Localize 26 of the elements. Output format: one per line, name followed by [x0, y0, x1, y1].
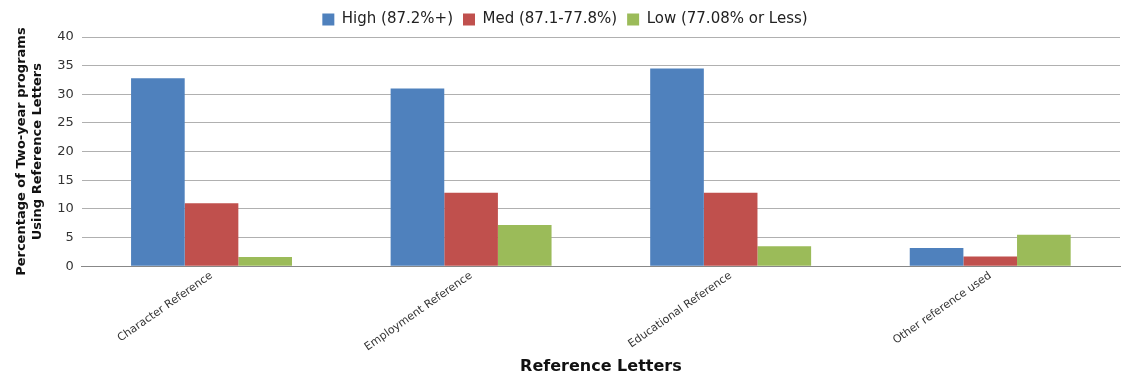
bar — [757, 246, 812, 266]
legend-label: Med (87.1-77.8%) — [482, 9, 618, 28]
bar — [1017, 234, 1071, 266]
legend-label: High (87.2%+) — [341, 9, 454, 28]
bar — [131, 78, 185, 266]
bar — [650, 68, 704, 266]
legend-label: Low (77.08% or Less) — [646, 9, 808, 28]
bar — [909, 247, 964, 266]
bar — [703, 192, 758, 266]
y-tick-label: 20 — [57, 142, 74, 158]
bar — [184, 203, 239, 266]
y-tick-label: 5 — [65, 228, 74, 244]
y-tick-label: 10 — [57, 200, 74, 216]
bar — [390, 88, 445, 266]
bar — [444, 192, 498, 266]
y-axis-title: Percentage of Two-year programs Using Reference Letters — [13, 27, 44, 276]
y-tick-label: 0 — [65, 257, 74, 273]
y-tick-label: 40 — [57, 28, 74, 44]
y-tick-label: 25 — [57, 114, 74, 130]
bar — [963, 256, 1018, 266]
x-axis-title: Reference Letters — [520, 355, 682, 375]
y-tick-label: 35 — [57, 57, 74, 73]
y-tick-label: 30 — [57, 85, 74, 101]
y-tick-label: 15 — [57, 171, 74, 187]
bar — [238, 257, 292, 266]
bar — [497, 224, 552, 266]
